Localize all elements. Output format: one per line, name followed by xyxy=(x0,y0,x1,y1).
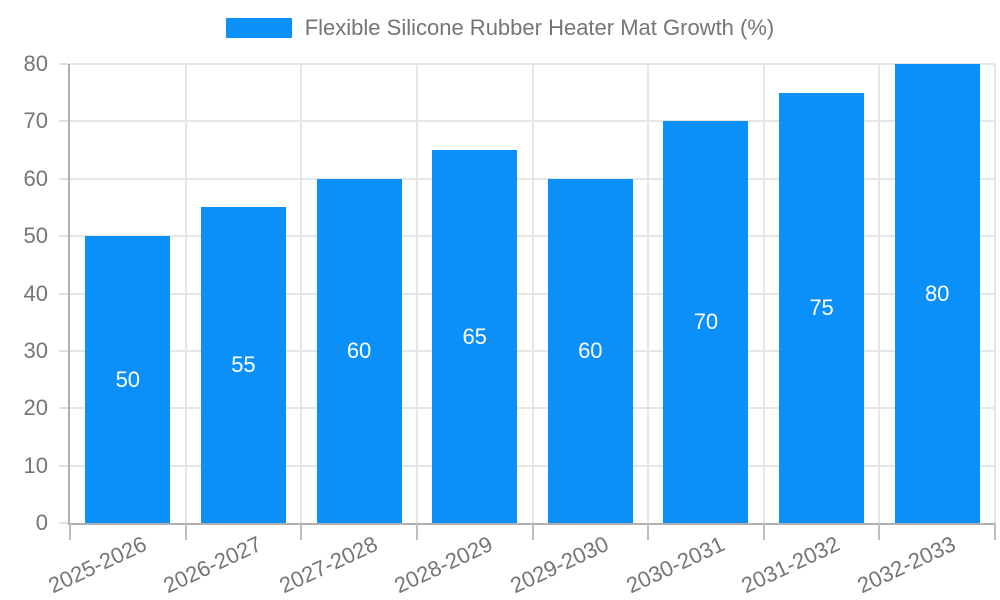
bar-2029-2030: 60 xyxy=(547,178,633,523)
y-axis-tick-label: 20 xyxy=(23,395,48,421)
y-axis-tick xyxy=(59,292,68,295)
x-axis-tick-label: 2027-2028 xyxy=(275,531,382,599)
chart-legend: Flexible Silicone Rubber Heater Mat Grow… xyxy=(0,15,1000,41)
y-axis-tick xyxy=(59,177,68,180)
y-axis-tick xyxy=(59,235,68,238)
y-axis-tick-label: 40 xyxy=(23,280,48,306)
gridline-vertical xyxy=(994,64,996,523)
legend-swatch-icon xyxy=(225,18,292,38)
x-axis-tick xyxy=(762,523,765,540)
bar-value-label: 50 xyxy=(115,366,141,392)
y-axis-tick xyxy=(59,464,68,467)
y-axis-tick-label: 50 xyxy=(23,223,48,249)
y-axis-tick xyxy=(59,522,68,524)
bar-value-label: 60 xyxy=(346,337,372,363)
x-axis-tick xyxy=(531,523,534,540)
y-axis-tick-label: 0 xyxy=(35,510,48,535)
x-axis-tick xyxy=(647,523,650,540)
bar-value-label: 70 xyxy=(693,309,719,335)
bar-2025-2026: 50 xyxy=(85,236,171,523)
y-axis-tick-label: 60 xyxy=(23,165,48,191)
gridline-vertical xyxy=(415,64,418,523)
bar-value-label: 55 xyxy=(231,352,256,378)
x-axis-tick xyxy=(415,523,418,540)
plot-area: 50 55 60 65 60 70 75 80 xyxy=(59,63,996,540)
y-axis-tick-label: 70 xyxy=(23,108,48,134)
bar-2032-2033: 80 xyxy=(894,64,980,523)
y-axis-tick-label: 80 xyxy=(23,51,48,76)
x-axis-tick-label: 2031-2032 xyxy=(737,531,844,599)
bar-2031-2032: 75 xyxy=(779,92,865,523)
bar-2028-2029: 65 xyxy=(432,150,518,523)
bar-value-label: 65 xyxy=(462,323,487,349)
x-axis-tick-label: 2025-2026 xyxy=(44,531,150,599)
x-axis-tick-label: 2026-2027 xyxy=(159,531,266,599)
x-axis-tick xyxy=(184,523,187,540)
bar-2026-2027: 55 xyxy=(200,207,286,523)
gridline-vertical xyxy=(647,64,650,523)
y-axis-tick xyxy=(59,120,68,123)
x-axis-tick-label: 2028-2029 xyxy=(390,531,497,599)
gridline-vertical xyxy=(762,64,765,523)
bar-2027-2028: 60 xyxy=(316,178,402,523)
gridline-vertical xyxy=(184,64,187,523)
bar-value-label: 60 xyxy=(578,337,603,363)
bar-value-label: 80 xyxy=(924,280,950,306)
y-axis-tick-label: 30 xyxy=(23,337,48,363)
x-axis-tick xyxy=(994,523,996,540)
y-axis-tick xyxy=(59,349,68,352)
x-axis-tick xyxy=(878,523,881,540)
bar-2030-2031: 70 xyxy=(663,121,749,523)
y-axis-tick xyxy=(59,407,68,410)
y-axis-tick xyxy=(59,63,68,65)
gridline-vertical xyxy=(300,64,303,523)
legend-series-label: Flexible Silicone Rubber Heater Mat Grow… xyxy=(304,15,775,40)
x-axis-tick xyxy=(300,523,303,540)
x-axis-tick-label: 2030-2031 xyxy=(622,531,729,599)
x-axis-tick-label: 2029-2030 xyxy=(506,531,613,599)
x-axis-tick-label: 2032-2033 xyxy=(853,531,960,599)
gridline-vertical xyxy=(878,64,881,523)
x-axis-tick xyxy=(69,523,71,540)
y-axis-tick-label: 10 xyxy=(23,452,48,478)
bar-value-label: 75 xyxy=(809,294,834,320)
gridline-vertical xyxy=(531,64,534,523)
